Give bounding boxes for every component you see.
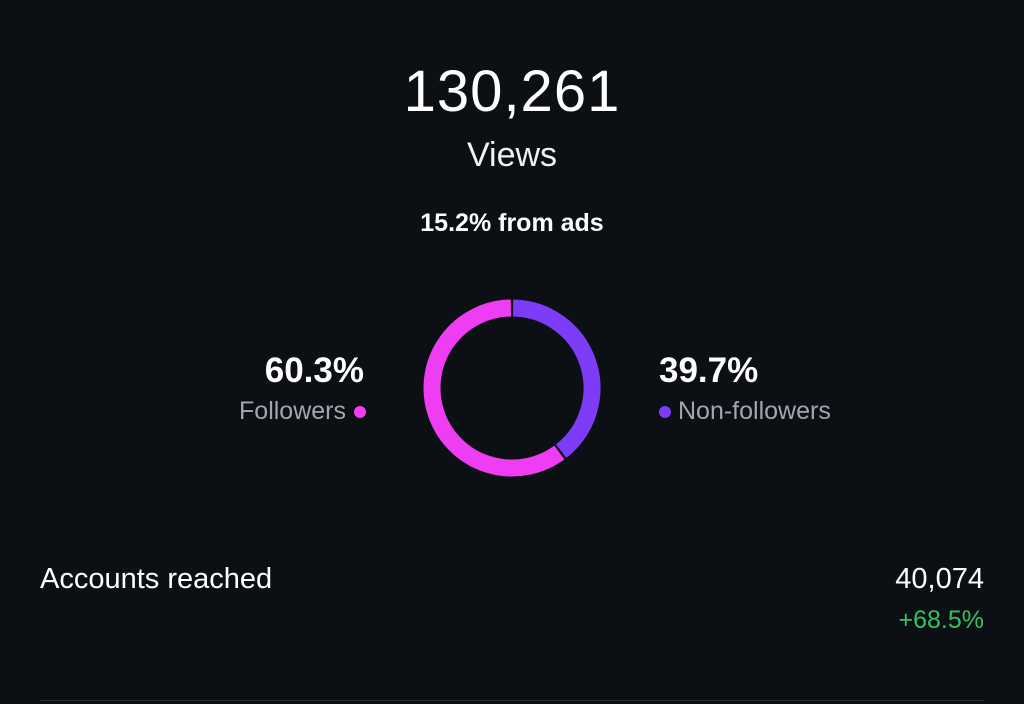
non-followers-dot-icon: [659, 405, 671, 418]
followers-label: Followers: [239, 397, 346, 425]
followers-percent: 60.3%: [264, 351, 364, 390]
non-followers-legend: Non-followers: [659, 397, 831, 426]
ads-share-text: 15.2% from ads: [420, 209, 604, 237]
divider: [40, 700, 984, 701]
accounts-reached-label: Accounts reached: [40, 563, 273, 595]
views-label: Views: [466, 136, 558, 174]
non-followers-arc: [512, 299, 601, 458]
followers-arc: [423, 299, 565, 477]
accounts-reached-change: +68.5%: [898, 606, 985, 634]
followers-legend: Followers: [239, 397, 366, 426]
accounts-reached-value: 40,074: [895, 563, 984, 595]
non-followers-label: Non-followers: [678, 397, 831, 425]
followers-dot-icon: [354, 405, 366, 418]
audience-donut-chart: [423, 299, 601, 477]
accounts-reached-row[interactable]: Accounts reached 40,074 +68.5%: [40, 563, 984, 643]
views-count: 130,261: [403, 59, 621, 124]
non-followers-percent: 39.7%: [659, 351, 759, 390]
